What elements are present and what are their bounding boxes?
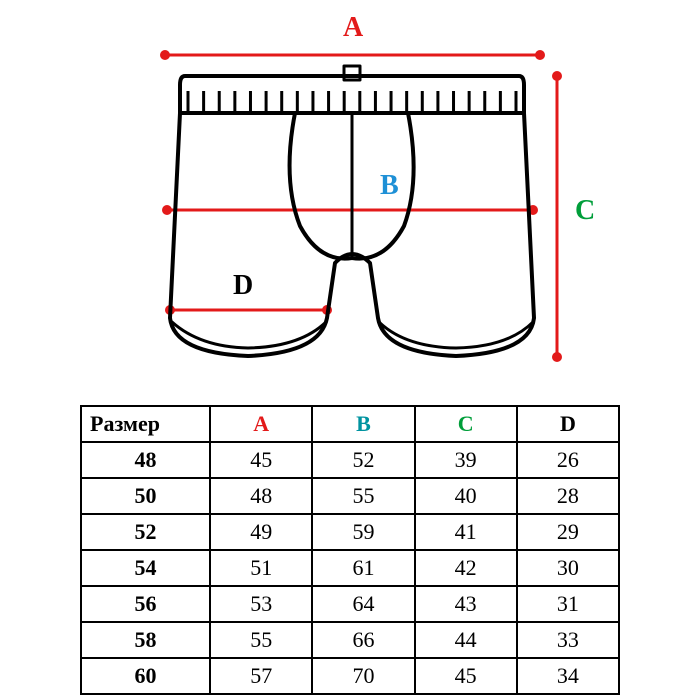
value-cell: 51: [210, 550, 312, 586]
table-row: 5451614230: [81, 550, 619, 586]
value-cell: 39: [415, 442, 517, 478]
table-header-row: Размер A B C D: [81, 406, 619, 442]
measure-a-arrow: [160, 50, 545, 60]
garment-diagram: A B C D: [0, 0, 700, 400]
value-cell: 55: [312, 478, 414, 514]
measure-d-arrow: [165, 305, 332, 315]
size-table-container: Размер A B C D 4845523926504855402852495…: [80, 405, 620, 695]
value-cell: 45: [415, 658, 517, 694]
size-chart-infographic: A B C D Размер A B C D 484: [0, 0, 700, 700]
value-cell: 52: [312, 442, 414, 478]
value-cell: 33: [517, 622, 619, 658]
value-cell: 28: [517, 478, 619, 514]
size-cell: 60: [81, 658, 210, 694]
value-cell: 41: [415, 514, 517, 550]
value-cell: 70: [312, 658, 414, 694]
label-b: B: [380, 170, 399, 202]
value-cell: 30: [517, 550, 619, 586]
size-cell: 48: [81, 442, 210, 478]
value-cell: 44: [415, 622, 517, 658]
table-row: 5653644331: [81, 586, 619, 622]
col-header-d: D: [517, 406, 619, 442]
value-cell: 66: [312, 622, 414, 658]
value-cell: 49: [210, 514, 312, 550]
size-cell: 56: [81, 586, 210, 622]
size-table: Размер A B C D 4845523926504855402852495…: [80, 405, 620, 695]
size-cell: 54: [81, 550, 210, 586]
value-cell: 29: [517, 514, 619, 550]
value-cell: 55: [210, 622, 312, 658]
value-cell: 53: [210, 586, 312, 622]
value-cell: 34: [517, 658, 619, 694]
label-a: A: [343, 12, 363, 44]
value-cell: 48: [210, 478, 312, 514]
label-d: D: [233, 270, 253, 302]
col-header-b: B: [312, 406, 414, 442]
size-cell: 58: [81, 622, 210, 658]
value-cell: 45: [210, 442, 312, 478]
table-row: 5048554028: [81, 478, 619, 514]
col-header-c: C: [415, 406, 517, 442]
waistband-ribbing: [188, 91, 516, 113]
table-row: 5855664433: [81, 622, 619, 658]
value-cell: 31: [517, 586, 619, 622]
value-cell: 59: [312, 514, 414, 550]
size-cell: 52: [81, 514, 210, 550]
col-header-a: A: [210, 406, 312, 442]
table-row: 4845523926: [81, 442, 619, 478]
table-row: 6057704534: [81, 658, 619, 694]
measure-c-arrow: [552, 71, 562, 362]
measure-b-arrow: [162, 205, 538, 215]
size-cell: 50: [81, 478, 210, 514]
value-cell: 57: [210, 658, 312, 694]
value-cell: 43: [415, 586, 517, 622]
value-cell: 26: [517, 442, 619, 478]
label-c: C: [575, 195, 595, 227]
value-cell: 42: [415, 550, 517, 586]
table-row: 5249594129: [81, 514, 619, 550]
value-cell: 64: [312, 586, 414, 622]
col-header-size: Размер: [81, 406, 210, 442]
value-cell: 40: [415, 478, 517, 514]
value-cell: 61: [312, 550, 414, 586]
